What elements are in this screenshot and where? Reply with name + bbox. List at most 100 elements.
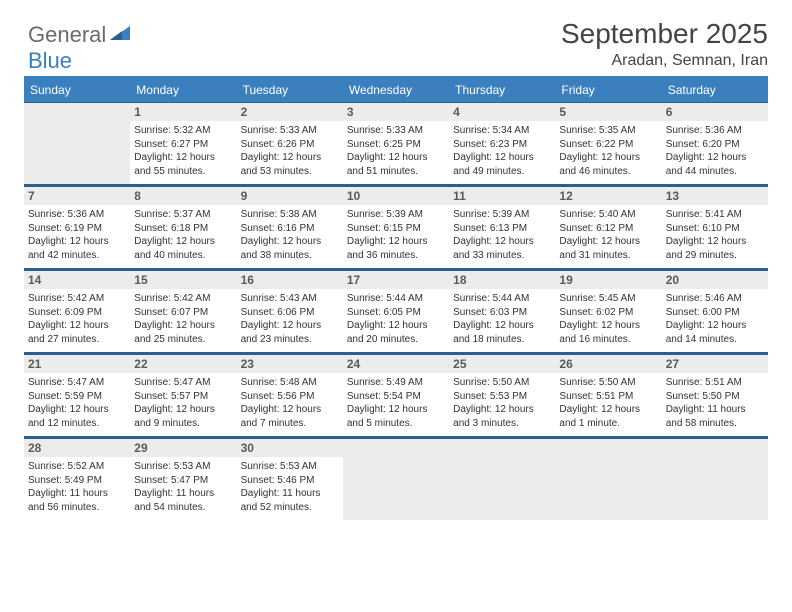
calendar-cell: 7 Sunrise: 5:36 AMSunset: 6:19 PMDaylight…	[24, 186, 130, 268]
calendar-cell: 24 Sunrise: 5:49 AMSunset: 5:54 PMDayligh…	[343, 354, 449, 436]
day-number: 26	[555, 355, 661, 373]
day-number: 17	[343, 271, 449, 289]
day-details: Sunrise: 5:39 AMSunset: 6:15 PMDaylight:…	[347, 208, 445, 262]
calendar-cell: 29 Sunrise: 5:53 AMSunset: 5:47 PMDayligh…	[130, 438, 236, 520]
calendar-cell: 1 Sunrise: 5:32 AMSunset: 6:27 PMDaylight…	[130, 102, 236, 184]
day-number: 22	[130, 355, 236, 373]
day-number: 11	[449, 187, 555, 205]
day-details: Sunrise: 5:33 AMSunset: 6:25 PMDaylight:…	[347, 124, 445, 178]
day-header: Friday	[555, 78, 661, 102]
day-details: Sunrise: 5:32 AMSunset: 6:27 PMDaylight:…	[134, 124, 232, 178]
day-details: Sunrise: 5:36 AMSunset: 6:20 PMDaylight:…	[666, 124, 764, 178]
day-number: 30	[237, 439, 343, 457]
calendar-cell: 23Sunrise: 5:48 AMSunset: 5:56 PMDayligh…	[237, 354, 343, 436]
day-number: 14	[24, 271, 130, 289]
day-number: 1	[130, 103, 236, 121]
day-details: Sunrise: 5:40 AMSunset: 6:12 PMDaylight:…	[559, 208, 657, 262]
calendar-cell: 21Sunrise: 5:47 AMSunset: 5:59 PMDayligh…	[24, 354, 130, 436]
calendar-cell: 11 Sunrise: 5:39 AMSunset: 6:13 PMDayligh…	[449, 186, 555, 268]
page-title: September 2025	[24, 18, 768, 50]
calendar-cell	[662, 438, 768, 520]
calendar-cell: 2 Sunrise: 5:33 AMSunset: 6:26 PMDaylight…	[237, 102, 343, 184]
day-header: Wednesday	[343, 78, 449, 102]
calendar-cell: 27Sunrise: 5:51 AMSunset: 5:50 PMDayligh…	[662, 354, 768, 436]
day-number: 18	[449, 271, 555, 289]
day-details: Sunrise: 5:44 AMSunset: 6:05 PMDaylight:…	[347, 292, 445, 346]
day-number: 20	[662, 271, 768, 289]
day-number: 5	[555, 103, 661, 121]
calendar-cell	[555, 438, 661, 520]
logo-text-1: General	[28, 22, 106, 47]
logo-icon	[110, 20, 130, 46]
day-number: 8	[130, 187, 236, 205]
logo: General Blue	[28, 20, 130, 74]
calendar-cell	[449, 438, 555, 520]
day-number: 15	[130, 271, 236, 289]
calendar-cell: 22 Sunrise: 5:47 AMSunset: 5:57 PMDayligh…	[130, 354, 236, 436]
day-header: Monday	[130, 78, 236, 102]
calendar-cell: 26 Sunrise: 5:50 AMSunset: 5:51 PMDayligh…	[555, 354, 661, 436]
day-details: Sunrise: 5:42 AMSunset: 6:09 PMDaylight:…	[28, 292, 126, 346]
day-details: Sunrise: 5:35 AMSunset: 6:22 PMDaylight:…	[559, 124, 657, 178]
day-number: 12	[555, 187, 661, 205]
day-number: 9	[237, 187, 343, 205]
day-details: Sunrise: 5:48 AMSunset: 5:56 PMDaylight:…	[241, 376, 339, 430]
day-header: Sunday	[24, 78, 130, 102]
day-details: Sunrise: 5:39 AMSunset: 6:13 PMDaylight:…	[453, 208, 551, 262]
day-number: 25	[449, 355, 555, 373]
calendar-cell: 6 Sunrise: 5:36 AMSunset: 6:20 PMDaylight…	[662, 102, 768, 184]
day-header: Saturday	[662, 78, 768, 102]
day-number: 28	[24, 439, 130, 457]
logo-text-2: Blue	[28, 48, 72, 73]
calendar-cell: 4 Sunrise: 5:34 AMSunset: 6:23 PMDaylight…	[449, 102, 555, 184]
calendar-cell	[343, 438, 449, 520]
calendar-cell: 30 Sunrise: 5:53 AMSunset: 5:46 PMDayligh…	[237, 438, 343, 520]
day-number: 7	[24, 187, 130, 205]
calendar-cell: 12 Sunrise: 5:40 AMSunset: 6:12 PMDayligh…	[555, 186, 661, 268]
calendar-cell: 17 Sunrise: 5:44 AMSunset: 6:05 PMDayligh…	[343, 270, 449, 352]
day-details: Sunrise: 5:45 AMSunset: 6:02 PMDaylight:…	[559, 292, 657, 346]
calendar-cell: 25 Sunrise: 5:50 AMSunset: 5:53 PMDayligh…	[449, 354, 555, 436]
calendar-cell: 8Sunrise: 5:37 AMSunset: 6:18 PMDaylight…	[130, 186, 236, 268]
calendar-cell	[24, 102, 130, 184]
day-header: Tuesday	[237, 78, 343, 102]
day-details: Sunrise: 5:46 AMSunset: 6:00 PMDaylight:…	[666, 292, 764, 346]
day-number: 29	[130, 439, 236, 457]
calendar-cell: 15 Sunrise: 5:42 AMSunset: 6:07 PMDayligh…	[130, 270, 236, 352]
day-details: Sunrise: 5:49 AMSunset: 5:54 PMDaylight:…	[347, 376, 445, 430]
day-details: Sunrise: 5:47 AMSunset: 5:57 PMDaylight:…	[134, 376, 232, 430]
day-details: Sunrise: 5:47 AMSunset: 5:59 PMDaylight:…	[28, 376, 126, 430]
day-details: Sunrise: 5:44 AMSunset: 6:03 PMDaylight:…	[453, 292, 551, 346]
day-number: 13	[662, 187, 768, 205]
day-details: Sunrise: 5:53 AMSunset: 5:47 PMDaylight:…	[134, 460, 232, 514]
day-details: Sunrise: 5:42 AMSunset: 6:07 PMDaylight:…	[134, 292, 232, 346]
day-details: Sunrise: 5:51 AMSunset: 5:50 PMDaylight:…	[666, 376, 764, 430]
day-number: 3	[343, 103, 449, 121]
day-number: 4	[449, 103, 555, 121]
day-details: Sunrise: 5:50 AMSunset: 5:53 PMDaylight:…	[453, 376, 551, 430]
calendar-cell: 18 Sunrise: 5:44 AMSunset: 6:03 PMDayligh…	[449, 270, 555, 352]
day-number: 16	[237, 271, 343, 289]
day-details: Sunrise: 5:53 AMSunset: 5:46 PMDaylight:…	[241, 460, 339, 514]
day-number: 6	[662, 103, 768, 121]
day-details: Sunrise: 5:36 AMSunset: 6:19 PMDaylight:…	[28, 208, 126, 262]
day-details: Sunrise: 5:33 AMSunset: 6:26 PMDaylight:…	[241, 124, 339, 178]
location: Aradan, Semnan, Iran	[24, 52, 768, 70]
day-number: 19	[555, 271, 661, 289]
day-details: Sunrise: 5:34 AMSunset: 6:23 PMDaylight:…	[453, 124, 551, 178]
calendar-cell: 9 Sunrise: 5:38 AMSunset: 6:16 PMDaylight…	[237, 186, 343, 268]
day-details: Sunrise: 5:50 AMSunset: 5:51 PMDaylight:…	[559, 376, 657, 430]
calendar-grid: SundayMondayTuesdayWednesdayThursdayFrid…	[24, 76, 768, 520]
calendar-cell: 5 Sunrise: 5:35 AMSunset: 6:22 PMDaylight…	[555, 102, 661, 184]
day-details: Sunrise: 5:43 AMSunset: 6:06 PMDaylight:…	[241, 292, 339, 346]
day-number: 2	[237, 103, 343, 121]
day-number: 24	[343, 355, 449, 373]
day-details: Sunrise: 5:38 AMSunset: 6:16 PMDaylight:…	[241, 208, 339, 262]
day-number: 10	[343, 187, 449, 205]
calendar-cell: 20 Sunrise: 5:46 AMSunset: 6:00 PMDayligh…	[662, 270, 768, 352]
calendar-cell: 28Sunrise: 5:52 AMSunset: 5:49 PMDayligh…	[24, 438, 130, 520]
calendar-cell: 16 Sunrise: 5:43 AMSunset: 6:06 PMDayligh…	[237, 270, 343, 352]
calendar-cell: 3 Sunrise: 5:33 AMSunset: 6:25 PMDaylight…	[343, 102, 449, 184]
calendar-cell: 19 Sunrise: 5:45 AMSunset: 6:02 PMDayligh…	[555, 270, 661, 352]
calendar-cell: 13Sunrise: 5:41 AMSunset: 6:10 PMDayligh…	[662, 186, 768, 268]
